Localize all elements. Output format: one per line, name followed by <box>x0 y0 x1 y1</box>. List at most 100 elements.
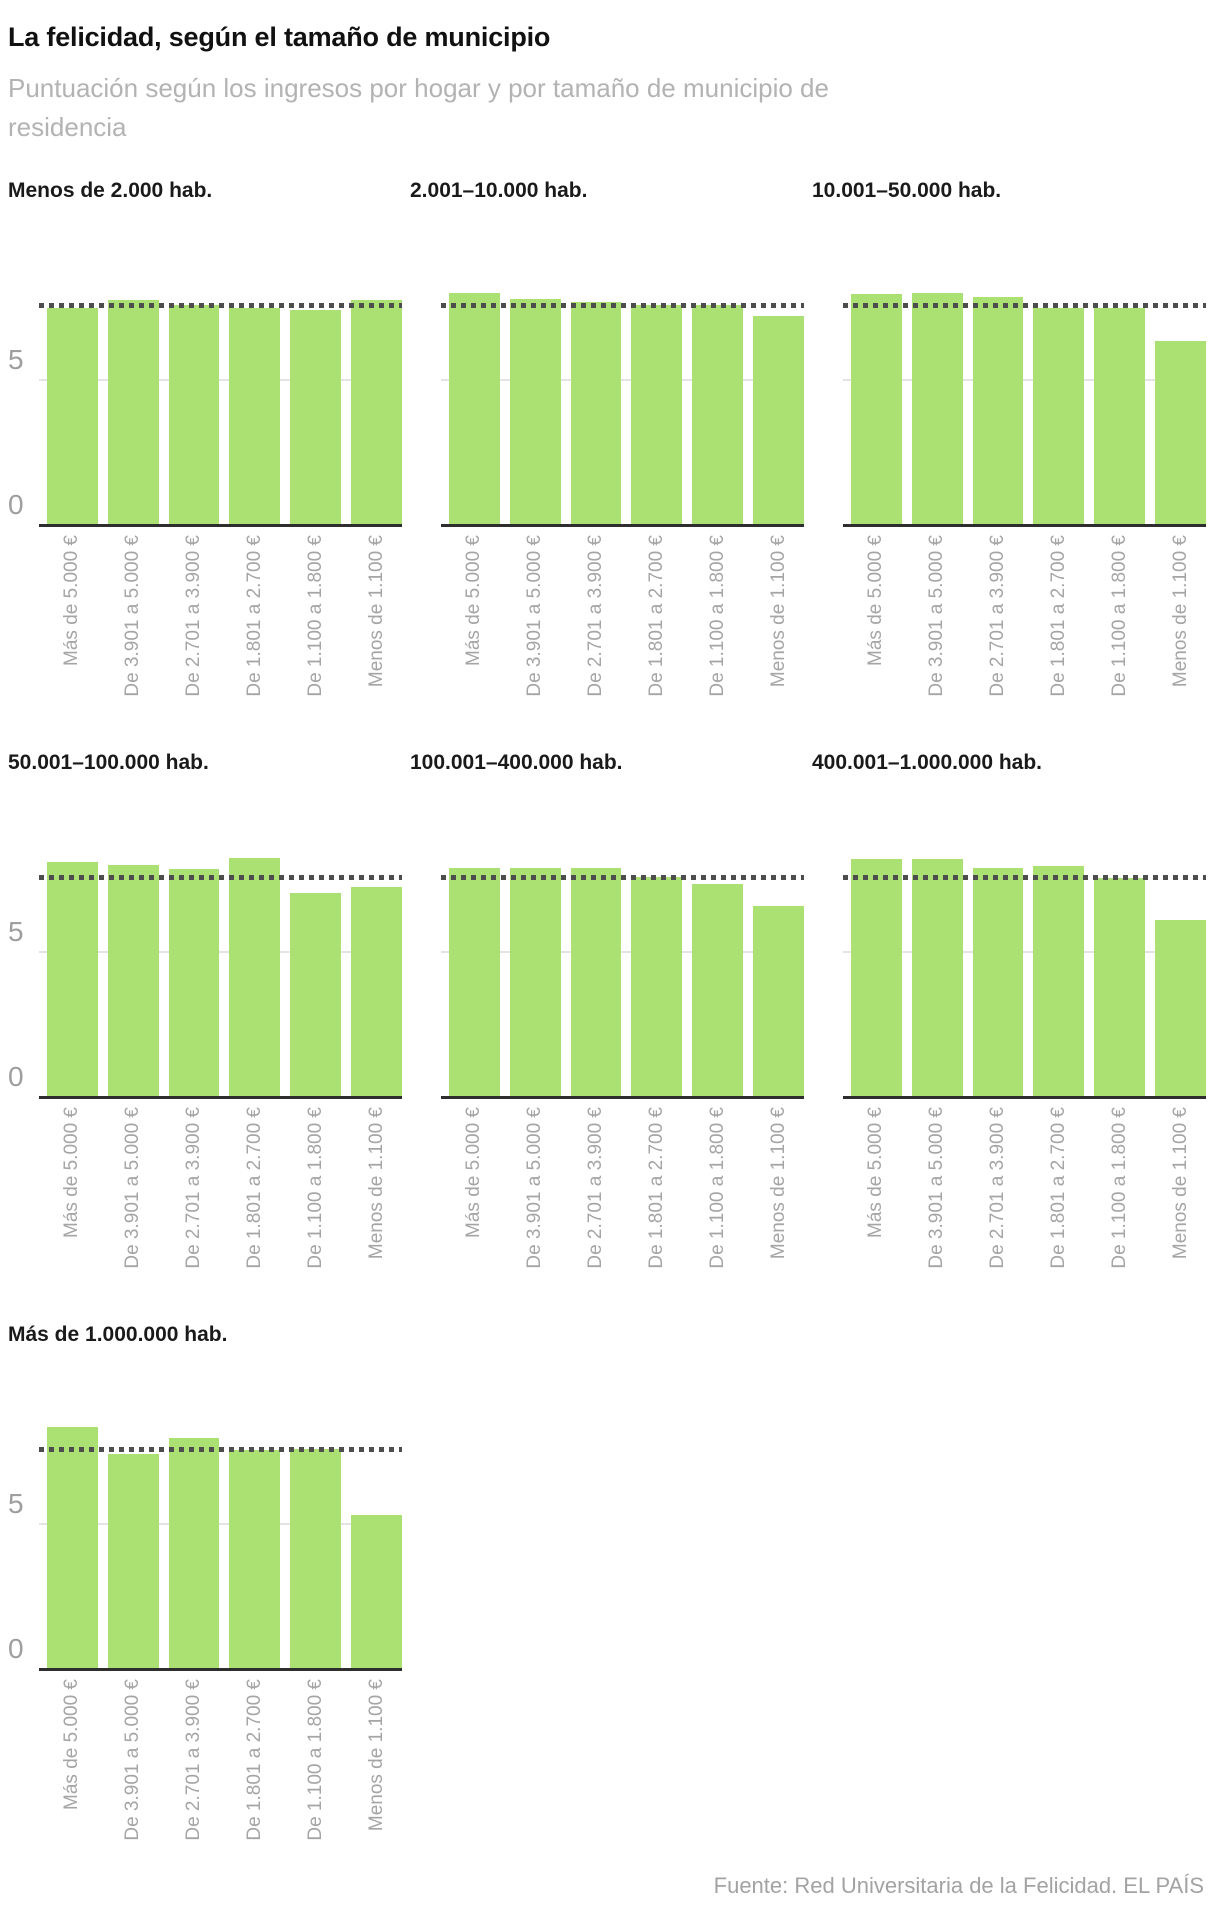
gridline-5 <box>843 379 1206 381</box>
x-axis-labels: Más de 5.000 € De 3.901 a 5.000 € De 2.701… <box>441 525 804 723</box>
bar <box>1094 307 1146 525</box>
x-label-slot: Menos de 1.100 € <box>753 1097 804 1295</box>
x-axis-label: De 3.901 a 5.000 € <box>122 1107 144 1269</box>
x-axis-label: De 1.801 a 2.700 € <box>645 535 667 697</box>
bar <box>290 1448 342 1669</box>
y-tick-5: 5 <box>8 1488 24 1519</box>
x-label-slot: De 1.801 a 2.700 € <box>1033 525 1084 723</box>
x-axis-label: De 1.100 a 1.800 € <box>706 1107 728 1269</box>
bar <box>229 857 281 1097</box>
x-axis-label: De 2.701 a 3.900 € <box>585 1107 607 1269</box>
x-axis-label: Menos de 1.100 € <box>365 1107 387 1260</box>
bar <box>107 865 159 1097</box>
panel-title: Menos de 2.000 hab. <box>8 179 213 202</box>
x-label-slot: Menos de 1.100 € <box>351 525 402 723</box>
x-label-slot: De 1.100 a 1.800 € <box>290 1669 341 1867</box>
x-axis-labels: Más de 5.000 € De 3.901 a 5.000 € De 2.701… <box>39 525 402 723</box>
gridline-5 <box>39 379 402 381</box>
x-label-slot: De 1.801 a 2.700 € <box>229 1097 280 1295</box>
bar <box>107 1454 159 1669</box>
x-axis-label: De 3.901 a 5.000 € <box>926 535 948 697</box>
panel: 10.001–50.000 hab. 5 0 Más de 5.000 € De … <box>812 151 1214 723</box>
x-axis-label: Menos de 1.100 € <box>1169 535 1191 688</box>
small-multiples-grid: Menos de 2.000 hab. 5 0 Más de 5.000 € De… <box>8 151 1210 1867</box>
x-axis-label: Menos de 1.100 € <box>365 1679 387 1832</box>
x-label-slot: De 2.701 a 3.900 € <box>169 525 220 723</box>
x-axis-label: De 2.701 a 3.900 € <box>987 1107 1009 1269</box>
bar <box>449 867 500 1097</box>
x-label-slot: De 2.701 a 3.900 € <box>571 525 622 723</box>
bar <box>631 876 683 1097</box>
bar <box>1155 920 1206 1097</box>
plot-area: 5 0 <box>441 235 804 527</box>
x-axis-label: Menos de 1.100 € <box>767 1107 789 1260</box>
x-axis-label: De 1.100 a 1.800 € <box>304 535 326 697</box>
bar <box>351 886 402 1097</box>
gridline-5 <box>39 1523 402 1525</box>
x-label-slot: De 1.100 a 1.800 € <box>692 525 743 723</box>
panel-title: 400.001–1.000.000 hab. <box>812 751 1043 774</box>
x-axis-label: De 1.100 a 1.800 € <box>706 535 728 697</box>
reference-dotted-line <box>843 874 1206 880</box>
x-label-slot: De 2.701 a 3.900 € <box>973 525 1024 723</box>
panel-title: 50.001–100.000 hab. <box>8 751 209 774</box>
x-label-slot: Menos de 1.100 € <box>351 1669 402 1867</box>
bar <box>911 859 963 1097</box>
x-label-slot: De 1.100 a 1.800 € <box>290 525 341 723</box>
plot-area: 5 0 <box>441 807 804 1099</box>
reference-dotted-line <box>441 302 804 308</box>
x-label-slot: De 2.701 a 3.900 € <box>973 1097 1024 1295</box>
x-label-slot: De 2.701 a 3.900 € <box>169 1097 220 1295</box>
panel: Menos de 2.000 hab. 5 0 Más de 5.000 € De… <box>8 151 410 723</box>
bars-group <box>449 807 804 1097</box>
gridline-5 <box>39 951 402 953</box>
x-axis-label: Más de 5.000 € <box>865 535 887 666</box>
x-label-slot: De 3.901 a 5.000 € <box>510 525 561 723</box>
x-label-slot: De 1.801 a 2.700 € <box>631 1097 682 1295</box>
bar <box>47 862 98 1097</box>
plot-area: 5 0 <box>8 1379 402 1671</box>
bar <box>1033 307 1085 525</box>
x-axis-labels: Más de 5.000 € De 3.901 a 5.000 € De 2.701… <box>843 525 1206 723</box>
panel: 2.001–10.000 hab. 5 0 Más de 5.000 € De 3… <box>410 151 812 723</box>
y-tick-0: 0 <box>8 1633 24 1664</box>
y-tick-5: 5 <box>8 916 24 947</box>
x-label-slot: De 1.801 a 2.700 € <box>631 525 682 723</box>
x-axis-label: Más de 5.000 € <box>865 1107 887 1238</box>
x-axis-label: Más de 5.000 € <box>463 1107 485 1238</box>
bar <box>351 300 402 525</box>
gridline-5 <box>843 951 1206 953</box>
x-axis-labels: Más de 5.000 € De 3.901 a 5.000 € De 2.701… <box>441 1097 804 1295</box>
x-axis-label: De 1.801 a 2.700 € <box>243 1107 265 1269</box>
x-axis-baseline <box>843 524 1206 527</box>
panel-title: 2.001–10.000 hab. <box>410 179 588 202</box>
bar <box>168 304 220 525</box>
x-axis-label: Más de 5.000 € <box>61 1679 83 1810</box>
x-label-slot: De 1.801 a 2.700 € <box>229 1669 280 1867</box>
chart-title: La felicidad, según el tamaño de municip… <box>8 22 551 52</box>
x-axis-baseline <box>843 1096 1206 1099</box>
panel: 400.001–1.000.000 hab. 5 0 Más de 5.000 … <box>812 723 1214 1295</box>
x-label-slot: De 1.100 a 1.800 € <box>692 1097 743 1295</box>
reference-dotted-line <box>441 874 804 880</box>
x-axis-baseline <box>39 1668 402 1671</box>
gridline-5 <box>441 379 804 381</box>
x-axis-labels: Más de 5.000 € De 3.901 a 5.000 € De 2.701… <box>843 1097 1206 1295</box>
x-axis-label: De 1.100 a 1.800 € <box>304 1679 326 1841</box>
x-axis-label: Más de 5.000 € <box>463 535 485 666</box>
x-axis-label: De 1.100 a 1.800 € <box>1108 535 1130 697</box>
x-axis-label: De 2.701 a 3.900 € <box>183 1679 205 1841</box>
panel: 100.001–400.000 hab. 5 0 Más de 5.000 € D… <box>410 723 812 1295</box>
plot-area: 5 0 <box>843 807 1206 1099</box>
x-axis-label: De 2.701 a 3.900 € <box>585 535 607 697</box>
x-axis-label: De 1.100 a 1.800 € <box>304 1107 326 1269</box>
bar <box>229 1450 281 1669</box>
bar <box>168 869 220 1097</box>
bar <box>753 316 804 525</box>
bar <box>851 859 902 1097</box>
bar <box>570 301 622 525</box>
bar <box>47 307 98 525</box>
x-axis-label: De 3.901 a 5.000 € <box>524 1107 546 1269</box>
bars-group <box>851 235 1206 525</box>
